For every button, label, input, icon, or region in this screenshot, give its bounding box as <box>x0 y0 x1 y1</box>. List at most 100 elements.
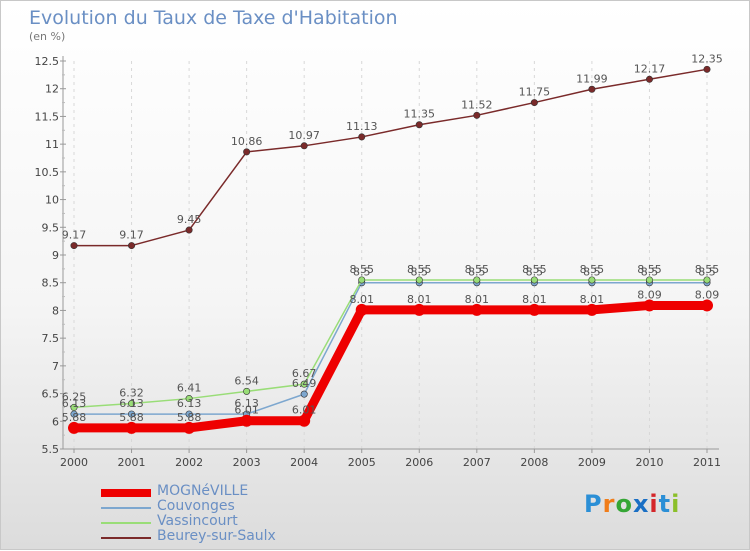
x-tick-label: 2001 <box>118 456 146 469</box>
data-label: 8.01 <box>407 293 432 306</box>
data-label: 8.55 <box>407 263 432 276</box>
legend-item: Beurey-sur-Saulx <box>101 528 321 545</box>
logo-letter: i <box>649 490 659 518</box>
data-point <box>355 303 368 316</box>
series-line-2 <box>73 279 707 409</box>
data-point <box>358 276 366 284</box>
data-label: 8.5 <box>583 266 601 279</box>
data-point <box>530 276 538 284</box>
y-tick-label: 10 <box>45 194 59 207</box>
y-tick-label: 5.5 <box>42 443 60 456</box>
y-tick-label: 6 <box>52 415 59 428</box>
legend-swatch <box>101 521 151 524</box>
data-label: 12.17 <box>634 62 666 75</box>
legend-item: Couvonges <box>101 498 321 515</box>
data-label: 9.17 <box>62 229 87 242</box>
data-point <box>528 303 541 316</box>
data-point <box>701 299 713 312</box>
legend-label: Beurey-sur-Saulx <box>157 528 276 544</box>
data-label: 8.09 <box>695 288 720 301</box>
data-point <box>68 421 80 434</box>
data-label: 8.5 <box>468 266 486 279</box>
data-label: 5.88 <box>119 411 144 424</box>
legend-swatch <box>101 488 151 497</box>
data-label: 6.01 <box>292 404 317 417</box>
y-tick-label: 8.5 <box>42 277 60 290</box>
data-label: 6.41 <box>177 382 202 395</box>
data-label: 8.01 <box>349 293 374 306</box>
data-label: 6.32 <box>119 387 144 400</box>
x-tick-label: 2008 <box>520 456 548 469</box>
data-label: 10.97 <box>288 129 320 142</box>
logo-letter: r <box>602 490 616 518</box>
data-label: 8.01 <box>580 293 605 306</box>
data-label: 6.25 <box>62 390 87 403</box>
data-label: 11.99 <box>576 72 608 85</box>
data-point <box>183 421 196 434</box>
data-point <box>703 276 711 284</box>
data-label: 8.55 <box>695 263 720 276</box>
chart-subtitle: (en %) <box>29 30 66 43</box>
data-label: 6.49 <box>292 377 317 390</box>
y-tick-label: 6.5 <box>42 388 60 401</box>
data-label: 11.35 <box>404 108 436 121</box>
data-point <box>128 400 136 408</box>
data-label: 6.67 <box>292 367 317 380</box>
data-point <box>300 380 308 388</box>
data-point <box>243 387 251 395</box>
data-point <box>185 226 193 234</box>
data-label: 11.52 <box>461 98 493 111</box>
data-label: 8.55 <box>349 263 374 276</box>
x-tick-label: 2009 <box>578 456 606 469</box>
data-point <box>300 142 308 150</box>
data-label: 9.17 <box>119 229 144 242</box>
data-label: 6.13 <box>119 397 144 410</box>
y-tick-label: 12.5 <box>35 55 60 68</box>
y-tick-label: 7.5 <box>42 332 60 345</box>
legend-item: Vassincourt <box>101 513 321 530</box>
legend-label: Vassincourt <box>157 513 238 529</box>
x-tick-label: 2002 <box>175 456 203 469</box>
data-point <box>585 303 598 316</box>
x-tick-label: 2010 <box>635 456 663 469</box>
data-point <box>588 85 596 93</box>
data-point <box>588 276 596 284</box>
series-line-0 <box>74 300 707 433</box>
data-point <box>128 242 136 250</box>
y-tick-label: 11 <box>45 138 59 151</box>
data-point <box>470 303 483 316</box>
data-label: 6.13 <box>234 397 259 410</box>
series-line-3 <box>74 68 708 247</box>
series-line-1 <box>74 281 707 415</box>
data-point <box>415 121 423 129</box>
x-tick-label: 2004 <box>290 456 318 469</box>
data-label: 8.55 <box>637 263 662 276</box>
logo-letter: o <box>615 490 633 518</box>
data-label: 12.35 <box>691 52 723 65</box>
proxiti-logo: Proxiti <box>584 490 680 518</box>
data-label: 6.54 <box>234 374 259 387</box>
y-tick-label: 11.5 <box>35 110 60 123</box>
y-tick-label: 8 <box>52 304 59 317</box>
y-tick-label: 7 <box>52 360 59 373</box>
data-label: 8.5 <box>526 266 544 279</box>
data-point <box>645 75 653 83</box>
x-tick-label: 2006 <box>405 456 433 469</box>
data-label: 8.5 <box>411 266 429 279</box>
x-tick-label: 2011 <box>693 456 721 469</box>
y-tick-label: 10.5 <box>35 166 60 179</box>
data-label: 8.5 <box>353 266 371 279</box>
chart-title: Evolution du Taux de Taxe d'Habitation <box>29 7 398 29</box>
data-label: 8.01 <box>522 293 547 306</box>
legend-swatch <box>101 536 151 539</box>
data-label: 9.45 <box>177 213 202 226</box>
data-label: 11.13 <box>346 120 378 133</box>
data-point <box>473 276 481 284</box>
x-tick-label: 2000 <box>60 456 88 469</box>
data-label: 6.01 <box>234 404 259 417</box>
legend-swatch <box>101 506 151 509</box>
data-point <box>185 395 193 403</box>
chart-legend: MOGNéVILLE Couvonges Vassincourt Beurey-sur… <box>101 483 321 545</box>
